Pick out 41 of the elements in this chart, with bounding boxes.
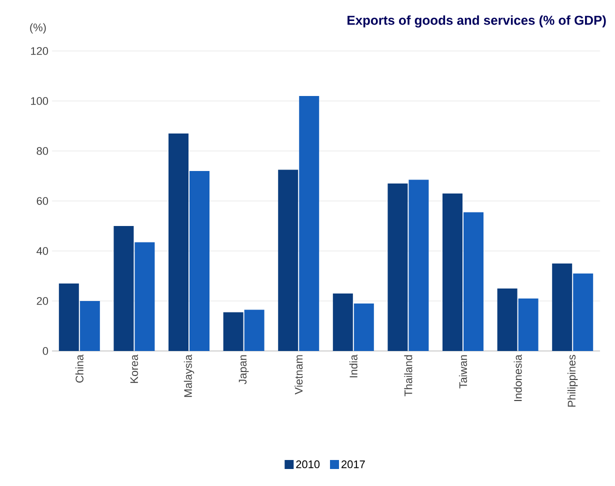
bar — [518, 298, 538, 351]
bar — [497, 288, 518, 351]
y-tick-label: 0 — [42, 347, 48, 355]
x-tick-label: Indonesia — [514, 354, 522, 402]
x-tick-label: Korea — [130, 354, 138, 383]
bar — [114, 226, 134, 351]
bar — [80, 300, 100, 351]
x-tick-label: Vietnam — [294, 355, 303, 394]
y-axis-title: (%) — [30, 23, 46, 34]
bar — [58, 283, 79, 351]
x-tick-label: Japan — [238, 355, 249, 384]
bar — [190, 170, 210, 351]
x-tick-label: Taiwan — [458, 355, 468, 388]
legend-label: 2010 — [296, 460, 320, 468]
bar — [573, 273, 594, 351]
legend-label: 2017 — [342, 460, 365, 468]
bar — [134, 242, 155, 351]
bar — [244, 310, 264, 351]
y-tick-label: 120 — [31, 47, 48, 55]
bar — [442, 193, 463, 351]
y-tick-label: 100 — [31, 97, 48, 105]
bar — [332, 293, 353, 351]
bar — [552, 263, 572, 351]
bar — [223, 312, 244, 351]
x-tick-label: Philippines — [568, 354, 578, 407]
y-tick-label: 20 — [36, 297, 48, 305]
chart-title: Exports of goods and services (% of GDP) — [348, 15, 606, 28]
bar — [408, 180, 429, 351]
x-tick-label: India — [349, 354, 358, 378]
bar — [464, 212, 484, 351]
y-tick-label: 40 — [36, 247, 48, 255]
bar — [388, 183, 408, 351]
bar — [299, 96, 320, 351]
x-tick-label: China — [75, 354, 84, 383]
bar — [354, 303, 374, 351]
x-tick-label: Thailand — [404, 355, 412, 396]
y-tick-label: 60 — [36, 197, 48, 205]
x-tick-label: Malaysia — [184, 354, 194, 397]
bar — [168, 133, 189, 351]
y-tick-label: 80 — [36, 147, 48, 155]
bar — [278, 170, 298, 351]
